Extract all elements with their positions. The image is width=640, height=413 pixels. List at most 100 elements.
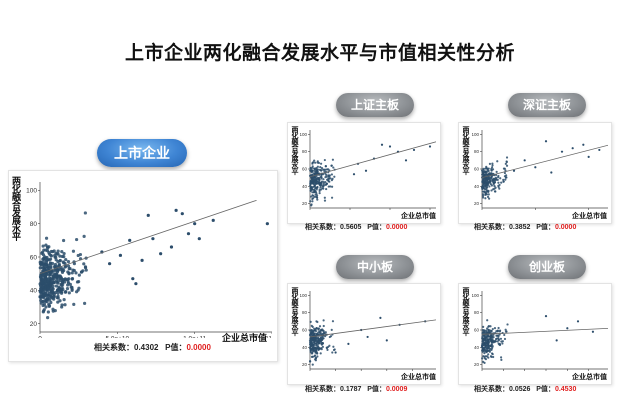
- y-tick-label: 60: [474, 167, 480, 172]
- point: [83, 301, 87, 306]
- point: [326, 348, 329, 351]
- y-tick-label: 100: [300, 293, 307, 298]
- point: [330, 173, 333, 176]
- xlabel-szse: 企业总市值: [572, 213, 607, 220]
- point: [169, 245, 174, 249]
- point: [64, 258, 68, 262]
- point: [40, 294, 44, 298]
- point: [58, 254, 62, 258]
- point: [41, 273, 45, 277]
- point: [555, 339, 558, 342]
- point: [320, 177, 323, 180]
- y-tick-label: 60: [302, 167, 308, 172]
- xlabel-listed: 企业总市值: [222, 333, 268, 343]
- point: [310, 185, 313, 189]
- point: [66, 281, 71, 285]
- point: [321, 187, 324, 190]
- point: [327, 174, 330, 178]
- point: [313, 169, 316, 172]
- point: [318, 325, 322, 328]
- point: [487, 356, 490, 359]
- point: [491, 162, 494, 165]
- point: [490, 329, 493, 332]
- y-tick-label: 100: [472, 293, 479, 298]
- point: [77, 273, 81, 277]
- point: [496, 178, 499, 182]
- point: [66, 264, 71, 268]
- point: [47, 286, 51, 290]
- point: [310, 331, 314, 334]
- point: [54, 284, 59, 288]
- point: [63, 303, 67, 307]
- point: [499, 356, 503, 359]
- point: [174, 208, 178, 212]
- y-tick-label: 20: [302, 201, 308, 206]
- point: [481, 350, 484, 353]
- point: [504, 178, 507, 181]
- point: [180, 212, 184, 216]
- point: [310, 203, 313, 206]
- point: [482, 167, 485, 170]
- points: [308, 316, 427, 366]
- point: [58, 258, 62, 263]
- badge-listed: 上市企业: [97, 139, 187, 167]
- point: [504, 162, 507, 165]
- point: [315, 343, 318, 346]
- point: [315, 168, 318, 171]
- point: [321, 345, 324, 348]
- point: [487, 190, 490, 193]
- point: [77, 286, 81, 290]
- point: [319, 328, 323, 331]
- point: [41, 278, 45, 282]
- point: [82, 234, 86, 238]
- point: [82, 262, 86, 266]
- point: [484, 350, 487, 353]
- point: [309, 200, 312, 203]
- point: [314, 356, 318, 359]
- fit-line: [39, 199, 257, 275]
- point: [587, 155, 590, 158]
- point: [316, 170, 319, 173]
- point: [45, 300, 49, 304]
- point: [51, 307, 55, 311]
- point: [327, 185, 330, 188]
- point: [46, 310, 50, 314]
- point: [352, 173, 356, 176]
- point: [77, 279, 81, 284]
- point: [502, 178, 505, 181]
- point: [550, 171, 553, 174]
- corr-label: 相关系数：: [94, 343, 134, 352]
- point: [497, 326, 500, 330]
- point: [50, 261, 55, 266]
- y-tick-label: 20: [474, 201, 480, 206]
- point: [313, 184, 316, 187]
- corr-value: 0.5605: [340, 224, 362, 231]
- corr-value: 0.0526: [509, 386, 531, 393]
- point: [488, 347, 492, 350]
- point: [330, 328, 333, 331]
- point: [51, 250, 55, 254]
- point: [318, 347, 321, 350]
- p-value: 0.0009: [385, 386, 408, 393]
- point: [310, 348, 313, 351]
- corr-value: 0.4302: [134, 343, 159, 352]
- y-tick-label: 40: [302, 345, 308, 350]
- point: [313, 188, 316, 191]
- badge-sse: 上证主板: [336, 93, 414, 117]
- point: [53, 309, 57, 313]
- point: [310, 169, 313, 173]
- point: [265, 222, 269, 226]
- xlabel-sse: 企业总市值: [401, 213, 436, 220]
- point: [494, 338, 498, 341]
- x-tick-label: 0: [38, 336, 42, 339]
- point: [489, 325, 492, 328]
- point: [108, 262, 112, 266]
- point: [59, 283, 64, 287]
- point: [490, 336, 493, 339]
- point: [315, 196, 319, 199]
- point: [324, 168, 327, 171]
- point: [80, 270, 84, 274]
- point: [134, 282, 138, 286]
- point: [51, 277, 55, 282]
- point: [71, 249, 76, 253]
